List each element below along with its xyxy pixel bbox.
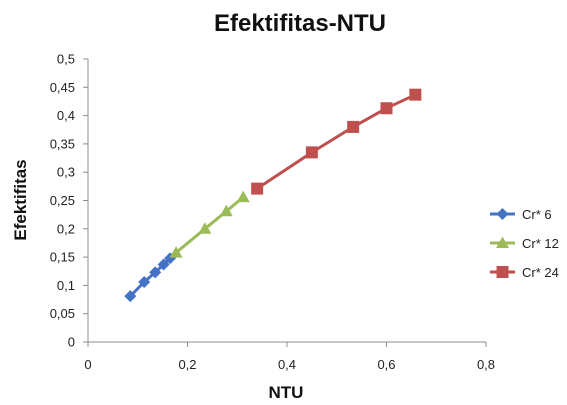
x-tick-label: 0,4 [278, 357, 296, 372]
legend-item: Cr* 6 [490, 207, 552, 222]
y-tick-label: 0,15 [50, 250, 75, 265]
data-point [236, 190, 250, 203]
y-tick-label: 0,05 [50, 306, 75, 321]
data-point [380, 102, 393, 115]
x-tick-label: 0 [84, 357, 91, 372]
data-point [124, 290, 137, 303]
x-tick-label: 0,8 [477, 357, 495, 372]
legend-marker [496, 236, 509, 248]
x-axis-title: NTU [269, 383, 304, 400]
series-line [175, 195, 245, 254]
legend: Cr* 6 Cr* 12 Cr* 24 [490, 207, 559, 280]
data-point [251, 182, 264, 195]
y-tick-label: 0,1 [57, 278, 75, 293]
y-tick-label: 0,5 [57, 52, 75, 67]
data-point [169, 246, 183, 258]
legend-item: Cr* 24 [490, 265, 559, 280]
x-tick-label: 0,6 [377, 357, 395, 372]
data-point [347, 120, 360, 133]
plot-area: 0 0,05 0,1 0,15 0,2 0,25 0,3 0,35 0,4 0,45 0,5 0 0,2… [50, 52, 495, 373]
y-tick-label: 0,45 [50, 80, 75, 95]
legend-item: Cr* 12 [490, 236, 559, 251]
data-point [409, 88, 422, 101]
series-2 [251, 88, 422, 195]
y-tick-label: 0 [68, 335, 75, 350]
data-point [219, 204, 233, 217]
y-tick-label: 0,35 [50, 136, 75, 151]
legend-label: Cr* 24 [522, 265, 559, 280]
data-point [138, 276, 151, 289]
legend-marker [496, 266, 509, 278]
legend-label: Cr* 12 [522, 236, 559, 251]
y-tick-label: 0,2 [57, 221, 75, 236]
y-axis-title: Efektifitas [11, 159, 30, 240]
y-tick-label: 0,3 [57, 165, 75, 180]
legend-marker [496, 208, 509, 220]
y-tick-label: 0,25 [50, 193, 75, 208]
x-tick-label: 0,2 [178, 357, 196, 372]
data-point [198, 222, 212, 234]
series-1 [169, 190, 250, 258]
chart-title: Efektifitas-NTU [214, 10, 386, 37]
data-point [305, 146, 318, 159]
data-point [157, 258, 170, 271]
data-point [149, 266, 162, 279]
series-0 [124, 252, 177, 303]
legend-label: Cr* 6 [522, 207, 552, 222]
y-tick-label: 0,4 [57, 108, 75, 123]
